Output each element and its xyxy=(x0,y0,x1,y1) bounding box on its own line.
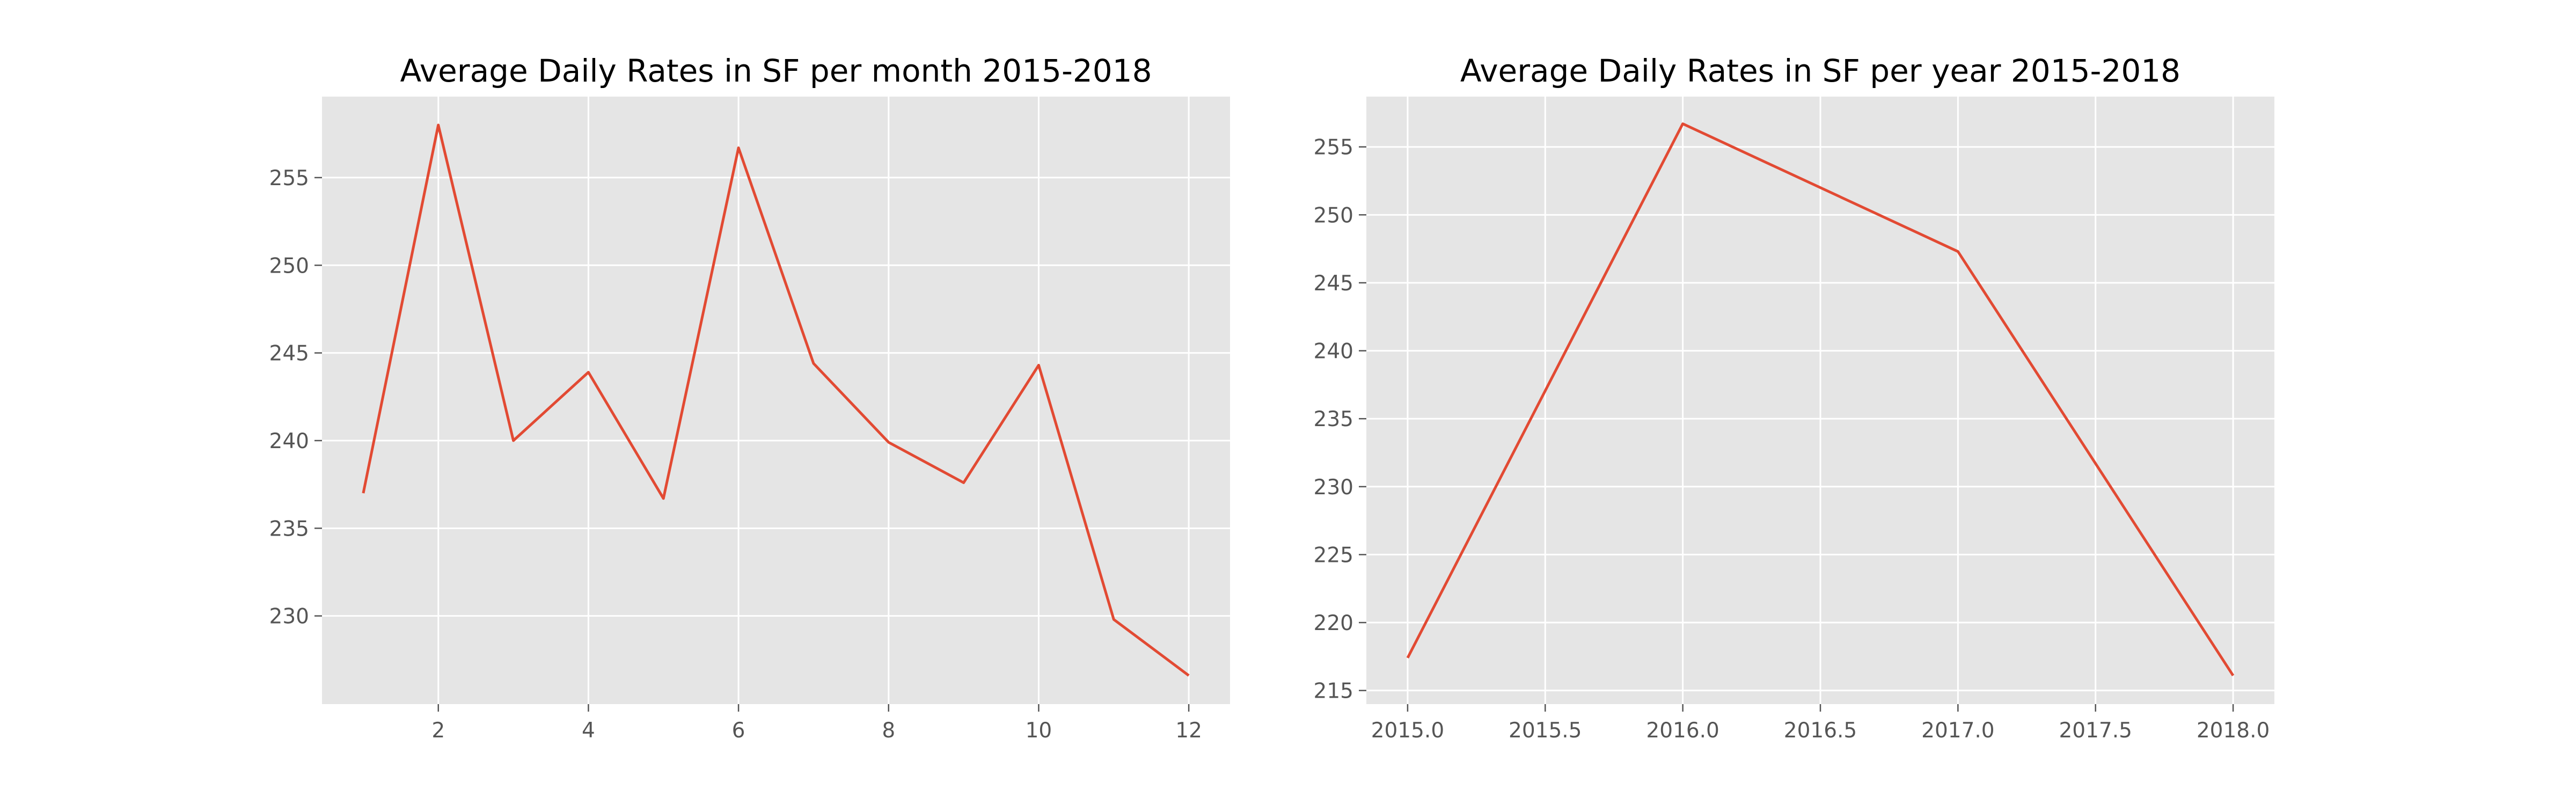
monthly-y-tick-label: 245 xyxy=(269,342,309,366)
yearly-x-tick-label: 2018.0 xyxy=(2197,719,2270,743)
yearly-x-tick-label: 2016.5 xyxy=(1784,719,1857,743)
yearly-grid xyxy=(1366,97,2274,704)
yearly-y-tick-label: 220 xyxy=(1314,611,1353,635)
yearly-x-tick-label: 2016.0 xyxy=(1646,719,1719,743)
monthly-x-tick-label: 12 xyxy=(1175,719,1202,743)
yearly-x-tick-label: 2015.0 xyxy=(1371,719,1444,743)
monthly-grid xyxy=(322,97,1230,704)
monthly-x-tick-label: 10 xyxy=(1026,719,1052,743)
monthly-y-tick-label: 255 xyxy=(269,166,309,191)
yearly-series xyxy=(1406,122,2235,677)
yearly-axis-ticks: 2015.0 2015.5 2016.0 2016.5 2017.0 2017.5 2018… xyxy=(1314,136,2270,743)
yearly-y-tick-label: 240 xyxy=(1314,340,1353,364)
monthly-x-tick-label: 8 xyxy=(882,719,895,743)
yearly-y-tick-label: 235 xyxy=(1314,407,1353,431)
yearly-x-tick-label: 2015.5 xyxy=(1509,719,1582,743)
monthly-series xyxy=(362,123,1190,677)
yearly-y-tick-label: 255 xyxy=(1314,136,1353,160)
monthly-y-tick-label: 230 xyxy=(269,605,309,629)
monthly-x-tick-label: 4 xyxy=(582,719,595,743)
yearly-x-tick-label: 2017.0 xyxy=(1921,719,1994,743)
monthly-plot-area xyxy=(322,97,1230,704)
monthly-rates-chart: 2 4 6 8 10 12 230 235 240 245 250 255 Average Daily… xyxy=(269,53,1230,743)
monthly-x-tick-label: 6 xyxy=(732,719,745,743)
yearly-y-tick-label: 225 xyxy=(1314,543,1353,567)
yearly-series-line xyxy=(1406,122,2235,677)
monthly-chart-title: Average Daily Rates in SF per month 2015… xyxy=(400,53,1152,89)
yearly-y-tick-label: 215 xyxy=(1314,679,1353,704)
yearly-y-tick-label: 250 xyxy=(1314,203,1353,228)
monthly-y-tick-label: 240 xyxy=(269,429,309,453)
monthly-y-tick-label: 250 xyxy=(269,254,309,278)
yearly-y-tick-label: 245 xyxy=(1314,272,1353,296)
yearly-x-tick-label: 2017.5 xyxy=(2059,719,2132,743)
monthly-series-line xyxy=(362,123,1190,677)
monthly-axis-ticks: 2 4 6 8 10 12 230 235 240 245 250 255 xyxy=(269,166,1202,743)
monthly-y-tick-label: 235 xyxy=(269,517,309,541)
monthly-x-tick-label: 2 xyxy=(431,719,445,743)
yearly-y-tick-label: 230 xyxy=(1314,475,1353,500)
yearly-chart-title: Average Daily Rates in SF per year 2015-… xyxy=(1460,53,2180,89)
yearly-rates-chart: 2015.0 2015.5 2016.0 2016.5 2017.0 2017.5 2018… xyxy=(1314,53,2274,743)
